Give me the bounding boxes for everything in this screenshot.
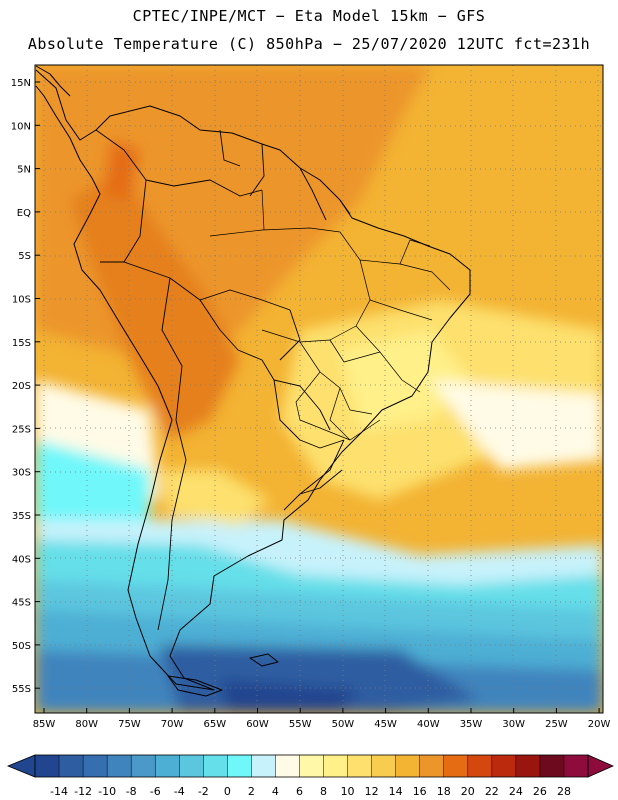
colorbar-swatch	[491, 755, 517, 777]
colorbar-swatch	[131, 755, 156, 777]
colorbar-swatch	[395, 755, 421, 777]
colorbar-swatch	[275, 755, 300, 777]
lat-label: 40S	[12, 554, 31, 565]
lon-label: 55W	[289, 719, 312, 730]
lon-label: 50W	[332, 719, 355, 730]
colorbar-swatch	[515, 755, 541, 777]
lon-label: 65W	[203, 719, 226, 730]
lon-label: 20W	[588, 719, 611, 730]
lat-label: 35S	[12, 511, 31, 522]
colorbar-swatch	[371, 755, 397, 777]
lat-label: 30S	[12, 468, 31, 479]
falkland-islands	[249, 653, 279, 667]
lon-label: 45W	[374, 719, 397, 730]
state-borders	[209, 189, 451, 441]
lat-label: EQ	[17, 208, 31, 219]
colorbar-label: 18	[437, 785, 451, 798]
colorbar-swatch	[563, 755, 589, 777]
lon-label: 60W	[246, 719, 269, 730]
colorbar-swatch	[83, 755, 108, 777]
colorbar-under-arrow	[6, 754, 36, 778]
lon-label: 35W	[460, 719, 483, 730]
colorbar-label: -6	[150, 785, 161, 798]
lon-label: 30W	[502, 719, 525, 730]
lon-label: 70W	[161, 719, 184, 730]
colorbar-label: 12	[365, 785, 379, 798]
lat-label: 10N	[11, 121, 31, 132]
title-line-2: Absolute Temperature (C) 850hPa − 25/07/…	[27, 35, 591, 53]
lat-label: 5N	[17, 165, 31, 176]
colorbar-swatch	[419, 755, 445, 777]
lat-label: 25S	[12, 424, 31, 435]
colorbar-swatch	[443, 755, 469, 777]
colorbar-label: -8	[126, 785, 137, 798]
colorbar-swatch	[251, 755, 276, 777]
colorbar-swatch	[299, 755, 325, 777]
colorbar-label: 20	[461, 785, 475, 798]
colorbar-over-arrow	[587, 754, 614, 778]
colorbar-label: 2	[248, 785, 255, 798]
colorbar: -14 -12 -10 -8 -6 -4 -2 0 2 4 6 8 10 12 14 16 18 20 22 24 26…	[6, 754, 614, 798]
lat-label: 55S	[12, 684, 31, 695]
colorbar-swatch	[323, 755, 349, 777]
colorbar-label: 6	[296, 785, 303, 798]
lon-label: 40W	[417, 719, 440, 730]
colorbar-label: 0	[224, 785, 231, 798]
lat-label: 20S	[12, 381, 31, 392]
colorbar-swatch	[227, 755, 252, 777]
title-line-1: CPTEC/INPE/MCT − Eta Model 15km − GFS	[132, 7, 486, 25]
continent-coastline	[35, 69, 471, 691]
colorbar-frame	[34, 754, 589, 778]
colorbar-label: 24	[509, 785, 523, 798]
colorbar-label: 22	[485, 785, 499, 798]
colorbar-swatch	[347, 755, 373, 777]
colorbar-swatch	[467, 755, 493, 777]
lon-label: 75W	[118, 719, 141, 730]
lat-label: 45S	[12, 598, 31, 609]
colorbar-label: -12	[74, 785, 92, 798]
colorbar-label: 8	[320, 785, 327, 798]
colorbar-swatch	[155, 755, 180, 777]
lat-label: 5S	[18, 251, 31, 262]
lat-label: 50S	[12, 641, 31, 652]
colorbar-label: 10	[341, 785, 355, 798]
colorbar-swatch	[179, 755, 204, 777]
colorbar-label: -2	[198, 785, 209, 798]
map-frame	[34, 64, 604, 714]
colorbar-label: -10	[98, 785, 116, 798]
lon-label: 80W	[75, 719, 98, 730]
colorbar-label: -4	[174, 785, 185, 798]
colorbar-swatch	[59, 755, 84, 777]
lat-label: 10S	[12, 295, 31, 306]
temperature-field	[35, 65, 603, 713]
lat-label: 15N	[11, 78, 31, 89]
lon-label: 25W	[545, 719, 568, 730]
longitude-labels: 85W 80W 75W 70W 65W 60W 55W 50W 45W 40W 35W 30W 25W 2…	[33, 708, 611, 730]
latitude-labels: 15N 10N 5N EQ 5S 10S 15S 20S 25S 30S 35S 40S 45S 50S 5…	[11, 78, 40, 695]
tierra-del-fuego	[167, 675, 223, 697]
colorbar-swatch	[539, 755, 565, 777]
lat-label: 15S	[12, 338, 31, 349]
colorbar-label: 28	[557, 785, 571, 798]
country-borders	[95, 129, 351, 631]
coast-central-america	[35, 65, 71, 97]
colorbar-label: 4	[272, 785, 279, 798]
colorbar-swatch	[35, 755, 60, 777]
lon-label: 85W	[33, 719, 56, 730]
colorbar-label: 16	[413, 785, 427, 798]
graticule	[35, 65, 603, 713]
colorbar-label: 26	[533, 785, 547, 798]
colorbar-label: 14	[389, 785, 403, 798]
colorbar-swatch	[203, 755, 228, 777]
colorbar-swatch	[107, 755, 132, 777]
colorbar-label: -14	[50, 785, 68, 798]
